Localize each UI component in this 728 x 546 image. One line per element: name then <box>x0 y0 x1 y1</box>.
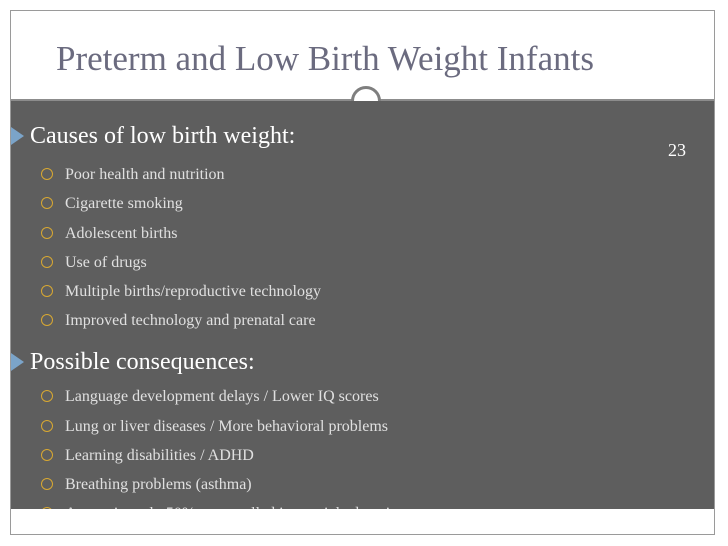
bottom-strip <box>11 509 714 534</box>
list-item-label: Learning disabilities / ADHD <box>65 447 254 464</box>
list-item-label: Adolescent births <box>65 225 178 242</box>
list-item-label: Language development delays / Lower IQ s… <box>65 388 379 405</box>
circle-bullet-icon <box>41 390 53 402</box>
triangle-bullet-icon <box>11 127 24 145</box>
list-item: Poor health and nutrition <box>41 166 225 184</box>
circle-bullet-icon <box>41 197 53 209</box>
section-heading-causes: Causes of low birth weight: <box>11 123 295 150</box>
list-item: Cigarette smoking <box>41 195 183 213</box>
list-item-label: Lung or liver diseases / More behavioral… <box>65 418 389 435</box>
triangle-bullet-icon <box>11 353 24 371</box>
list-item: Use of drugs <box>41 254 147 272</box>
circle-bullet-icon <box>41 314 53 326</box>
list-item: Adolescent births <box>41 225 177 243</box>
list-item: Multiple births/reproductive technology <box>41 283 321 301</box>
list-item: Breathing problems (asthma) <box>41 476 252 494</box>
circle-bullet-icon <box>41 168 53 180</box>
section-heading-consequences: Possible consequences: <box>11 349 255 376</box>
list-item: Improved technology and prenatal care <box>41 312 316 330</box>
list-item-label: Breathing problems (asthma) <box>65 476 252 493</box>
list-item: Lung or liver diseases / More behavioral… <box>41 418 388 436</box>
page-number: 23 <box>668 140 686 160</box>
list-item-label: Use of drugs <box>65 254 147 271</box>
circle-bullet-icon <box>41 449 53 461</box>
section-heading-label: Possible consequences: <box>30 349 255 375</box>
list-item: Language development delays / Lower IQ s… <box>41 388 379 406</box>
circle-bullet-icon <box>41 256 53 268</box>
list-item: Learning disabilities / ADHD <box>41 447 254 465</box>
list-item-label: Multiple births/reproductive technology <box>65 283 321 300</box>
list-item-label: Improved technology and prenatal care <box>65 312 316 329</box>
list-item-label: Poor health and nutrition <box>65 166 225 183</box>
list-item-label: Cigarette smoking <box>65 195 183 212</box>
circle-bullet-icon <box>41 227 53 239</box>
circle-bullet-icon <box>41 478 53 490</box>
slide-title: Preterm and Low Birth Weight Infants <box>56 39 594 78</box>
slide: Preterm and Low Birth Weight Infants 23 … <box>10 10 715 535</box>
circle-bullet-icon <box>41 285 53 297</box>
title-area: Preterm and Low Birth Weight Infants <box>11 11 714 99</box>
circle-bullet-icon <box>41 420 53 432</box>
section-heading-label: Causes of low birth weight: <box>30 123 296 149</box>
content-area: 23 Causes of low birth weight: Poor heal… <box>11 101 714 522</box>
